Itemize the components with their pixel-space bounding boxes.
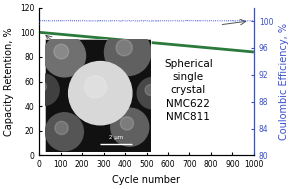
- Ellipse shape: [105, 29, 151, 76]
- Y-axis label: Coulombic Efficiency, %: Coulombic Efficiency, %: [279, 23, 289, 140]
- Ellipse shape: [45, 113, 84, 151]
- X-axis label: Cycle number: Cycle number: [113, 175, 180, 185]
- Ellipse shape: [145, 84, 156, 96]
- Ellipse shape: [111, 108, 149, 146]
- Text: Spherical
single
crystal
NMC622
NMC811: Spherical single crystal NMC622 NMC811: [164, 59, 213, 122]
- Ellipse shape: [35, 81, 47, 92]
- Ellipse shape: [137, 77, 169, 109]
- Y-axis label: Capacity Retention, %: Capacity Retention, %: [4, 27, 14, 136]
- Ellipse shape: [54, 44, 69, 59]
- Ellipse shape: [55, 121, 68, 135]
- Ellipse shape: [69, 62, 132, 125]
- Ellipse shape: [43, 35, 86, 77]
- Ellipse shape: [28, 74, 59, 106]
- Text: 2 μm: 2 μm: [109, 135, 123, 140]
- Ellipse shape: [120, 117, 134, 130]
- Ellipse shape: [116, 40, 132, 56]
- Ellipse shape: [84, 76, 107, 98]
